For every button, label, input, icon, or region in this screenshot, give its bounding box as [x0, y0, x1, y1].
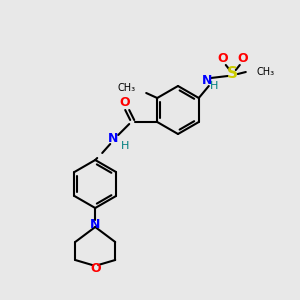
- Text: N: N: [202, 74, 212, 88]
- Text: N: N: [108, 131, 119, 145]
- Text: O: O: [238, 52, 248, 65]
- Text: O: O: [90, 262, 101, 275]
- Text: N: N: [90, 218, 101, 230]
- Text: H: H: [121, 141, 129, 151]
- Text: H: H: [210, 81, 218, 91]
- Text: O: O: [119, 95, 130, 109]
- Text: S: S: [227, 67, 238, 82]
- Text: CH₃: CH₃: [117, 83, 135, 93]
- Text: O: O: [218, 52, 228, 65]
- Text: CH₃: CH₃: [257, 67, 275, 77]
